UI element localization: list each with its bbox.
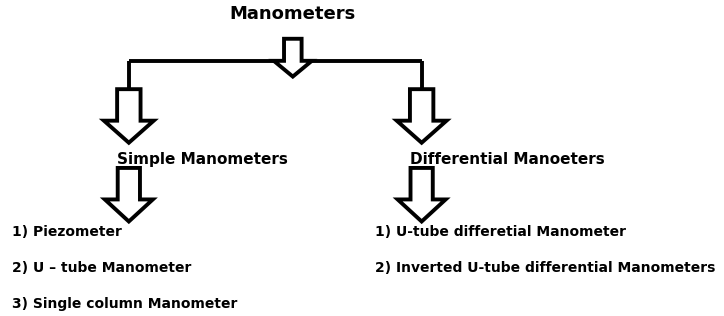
Text: 3) Single column Manometer: 3) Single column Manometer bbox=[12, 297, 237, 311]
Polygon shape bbox=[104, 89, 153, 143]
Text: 1) U-tube differetial Manometer: 1) U-tube differetial Manometer bbox=[375, 225, 626, 239]
Text: 2) Inverted U-tube differential Manometers: 2) Inverted U-tube differential Manomete… bbox=[375, 261, 715, 275]
Text: Manometers: Manometers bbox=[230, 5, 356, 23]
Text: 2) U – tube Manometer: 2) U – tube Manometer bbox=[12, 261, 191, 275]
Polygon shape bbox=[397, 168, 446, 222]
Text: 1) Piezometer: 1) Piezometer bbox=[12, 225, 122, 239]
Polygon shape bbox=[105, 168, 153, 222]
Polygon shape bbox=[397, 89, 447, 143]
Text: Simple Manometers: Simple Manometers bbox=[117, 152, 288, 167]
Text: Differential Manoeters: Differential Manoeters bbox=[410, 152, 605, 167]
Polygon shape bbox=[274, 39, 312, 76]
